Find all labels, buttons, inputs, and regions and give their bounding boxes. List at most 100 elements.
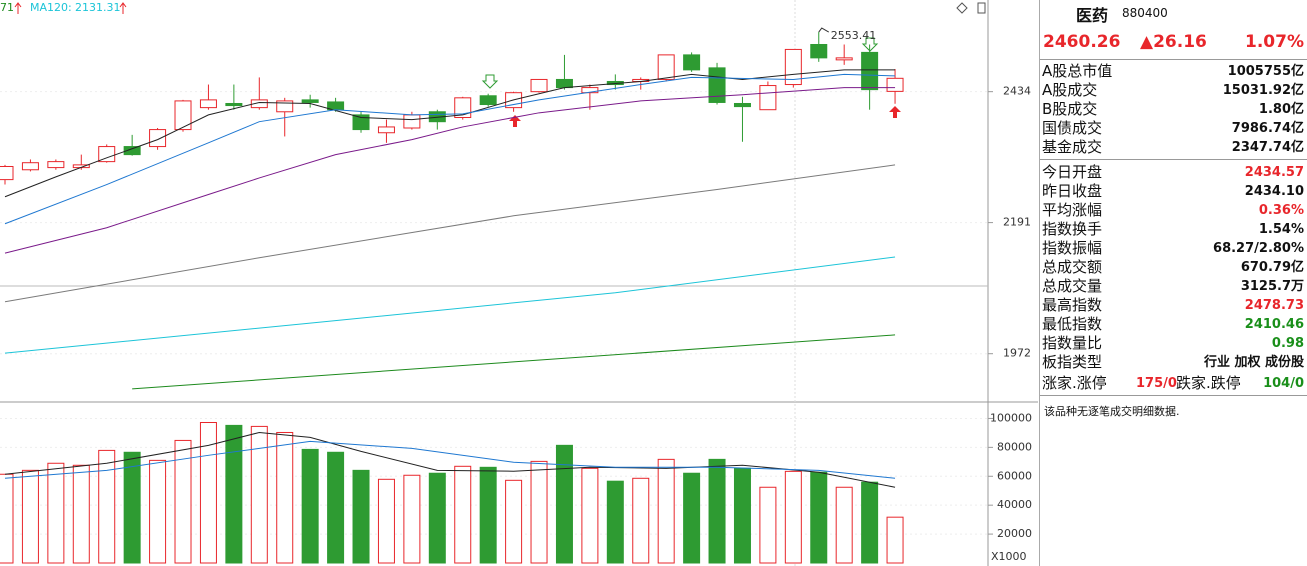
stat-row: 板指类型 行业 加权 成份股	[1040, 353, 1306, 372]
volume-bar	[708, 458, 726, 564]
volume-bar	[505, 479, 523, 564]
stat-row: 今日开盘 2434.57	[1040, 163, 1306, 182]
volume-bar	[199, 422, 217, 564]
candle-body	[47, 161, 65, 169]
candle-body	[21, 162, 39, 171]
stat-label: 总成交额	[1042, 258, 1103, 276]
volume-bar	[327, 451, 345, 564]
stat-label: 基金成交	[1042, 138, 1103, 156]
candle-body	[123, 146, 141, 156]
ma-line	[132, 334, 896, 390]
candle-body	[861, 51, 879, 91]
legend-arrow	[119, 2, 127, 14]
max-label: 2553.41	[831, 29, 877, 42]
volume-bar	[301, 448, 319, 564]
candle-body	[479, 95, 497, 106]
icon-diamond[interactable]	[956, 2, 968, 14]
legend-value: 2131.31	[75, 1, 121, 14]
icon-box[interactable]	[977, 2, 986, 14]
candle-body	[810, 43, 828, 59]
legend-clipped: 71	[0, 1, 14, 14]
candle-body	[759, 85, 777, 111]
volume-bar	[225, 424, 243, 564]
stat-value: 2434.10	[1244, 184, 1304, 199]
candle-body	[708, 67, 726, 103]
volume-bar	[683, 472, 701, 564]
stat-row: A股成交 15031.92亿	[1040, 81, 1306, 100]
volume-bar	[47, 462, 65, 564]
candle-body	[98, 146, 116, 163]
chart-area: 71 1972 2191 2434 20000 40000 60000 80000 10000…	[0, 0, 1038, 566]
stat-value: 7986.74亿	[1231, 121, 1304, 136]
up-label: 涨家.涨停	[1042, 374, 1107, 392]
candle-body	[377, 126, 395, 134]
stat-value: 1005755亿	[1227, 64, 1304, 79]
y-tick-label: 100000	[990, 411, 1032, 424]
candle-body	[276, 100, 294, 113]
y-tick-label: 60000	[997, 469, 1032, 482]
volume-bar	[555, 444, 573, 564]
y-tick-label: 2191	[1003, 216, 1031, 229]
stat-row: 指数换手 1.54%	[1040, 220, 1306, 239]
volume-bar	[174, 439, 192, 564]
stat-label: 平均涨幅	[1042, 201, 1103, 219]
stat-value: 0.98	[1271, 336, 1304, 351]
breadth-row: 涨家.涨停 175/0 跌家.跌停 104/0	[1040, 374, 1306, 393]
volume-bar	[886, 516, 904, 564]
y-tick-label: 40000	[997, 498, 1032, 511]
volume-bar	[632, 477, 650, 564]
signal-sell	[481, 74, 499, 89]
legend-arrow	[14, 2, 22, 14]
volume-bar	[123, 451, 141, 564]
candle-body	[454, 97, 472, 119]
volume-bar	[784, 470, 802, 564]
volume-bar	[810, 471, 828, 564]
candle-body	[199, 99, 217, 109]
stat-value: 0.36%	[1258, 203, 1304, 218]
stat-label: 指数换手	[1042, 220, 1103, 238]
separator	[1040, 59, 1307, 60]
down-label: 跌家.跌停	[1176, 374, 1241, 392]
volume-bar	[276, 431, 294, 564]
stat-value: 670.79亿	[1240, 260, 1304, 275]
volume-bar	[72, 464, 90, 564]
ma-line	[4, 256, 896, 354]
separator	[1040, 395, 1307, 396]
candle-body	[250, 99, 268, 109]
volume-bar	[377, 478, 395, 564]
stat-label: A股总市值	[1042, 62, 1113, 80]
candle-body	[530, 78, 548, 93]
stat-label: 指数量比	[1042, 334, 1103, 352]
stat-label: 昨日收盘	[1042, 182, 1103, 200]
stat-value: 68.27/2.80%	[1213, 241, 1304, 256]
price: 2460.26	[1043, 32, 1121, 52]
volume-bar	[479, 466, 497, 564]
stat-label: 今日开盘	[1042, 163, 1103, 181]
stat-row: 指数量比 0.98	[1040, 334, 1306, 353]
y-tick-label: 1972	[1003, 347, 1031, 360]
volume-bar	[759, 486, 777, 564]
candle-body	[886, 77, 904, 92]
candle-body	[0, 165, 14, 181]
volume-bar	[149, 459, 167, 564]
stat-value: 3125.7万	[1240, 279, 1304, 294]
candle-body	[225, 102, 243, 107]
stat-value: 2410.46	[1244, 317, 1304, 332]
index-code: 880400	[1122, 6, 1168, 20]
stat-label: B股成交	[1042, 100, 1098, 118]
volume-bar	[733, 467, 751, 564]
volume-bar	[428, 472, 446, 564]
candle-body	[733, 102, 751, 108]
volume-bar	[352, 469, 370, 564]
volume-bar	[250, 425, 268, 564]
candle-body	[403, 114, 421, 129]
candle-body	[683, 54, 701, 71]
volume-bar	[581, 467, 599, 564]
volume-bar	[0, 473, 14, 564]
volume-bar	[98, 449, 116, 564]
note: 该品种无逐笔成交明细数据.	[1044, 405, 1180, 418]
candle-body	[174, 100, 192, 131]
y-tick-label: 2434	[1003, 85, 1031, 98]
stat-row: 指数振幅 68.27/2.80%	[1040, 239, 1306, 258]
separator	[1040, 159, 1307, 160]
